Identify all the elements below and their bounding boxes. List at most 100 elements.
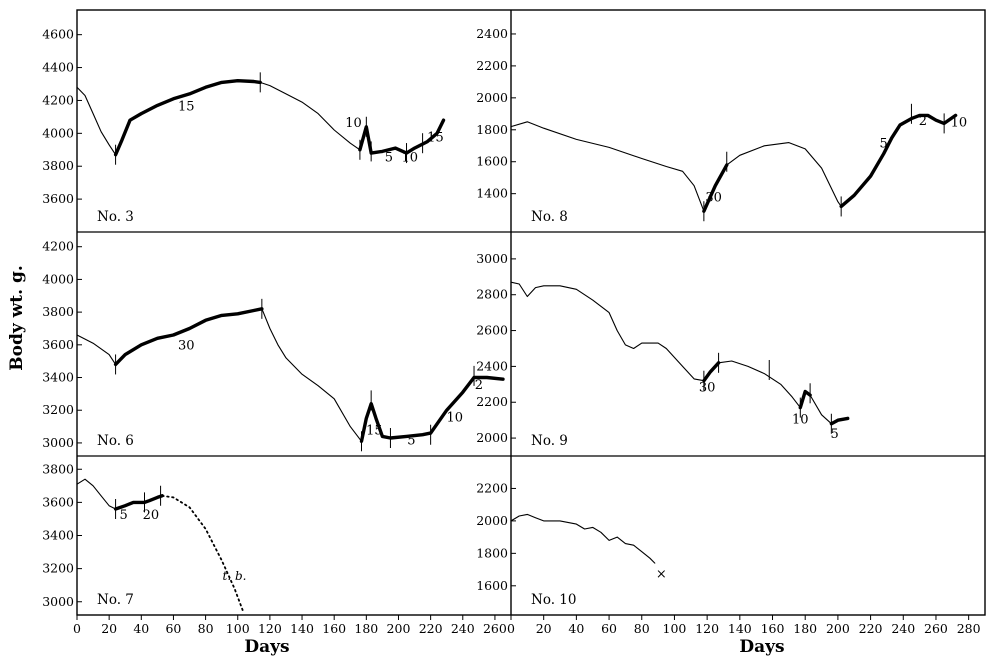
death-cross-icon: × <box>656 567 667 582</box>
segment-label: 5 <box>407 434 415 449</box>
y-tick-label: 2000 <box>476 430 508 445</box>
y-tick-label: 4600 <box>42 27 74 42</box>
y-tick-label: 2400 <box>476 358 508 373</box>
series-segment-thin <box>510 121 705 212</box>
x-tick-label-right: 100 <box>663 621 687 636</box>
x-axis-title-right: Days <box>739 637 784 657</box>
y-tick-label: 3400 <box>42 370 74 385</box>
panel-name: No. 8 <box>531 209 568 225</box>
segment-label: 5 <box>119 508 127 523</box>
x-tick-label-right: 140 <box>728 621 752 636</box>
series-segment-thin <box>510 513 656 564</box>
y-tick-label: 4200 <box>42 239 74 254</box>
series-segment-thick <box>702 361 721 383</box>
segment-label: 2 <box>919 114 927 129</box>
x-tick-label-right: 0 <box>507 621 515 636</box>
series-segment-thin <box>809 394 832 425</box>
panel-p3: 3600 3800 4000 4200 4400 4600 15 10 5 10 15 No. 3 <box>42 27 446 225</box>
x-tick-label-left: 140 <box>290 621 314 636</box>
segment-label: 5 <box>830 427 838 442</box>
x-tick-label-left: 20 <box>101 621 117 636</box>
y-tick-label: 4200 <box>42 92 74 107</box>
segment-label: 5 <box>880 136 888 151</box>
y-tick-label: 2600 <box>476 323 508 338</box>
series-segment-thin <box>718 360 801 409</box>
x-tick-label-left: 120 <box>258 621 282 636</box>
y-tick-label: 3600 <box>42 494 74 509</box>
x-tick-label-right: 20 <box>536 621 552 636</box>
series-segment-thin <box>76 478 117 510</box>
annotation-note: t. b. <box>223 569 247 583</box>
x-tick-label-right: 280 <box>957 621 981 636</box>
segment-label: 30 <box>178 339 195 354</box>
x-tick-label-right: 80 <box>634 621 650 636</box>
x-tick-label-right: 120 <box>695 621 719 636</box>
y-tick-label: 3800 <box>42 461 74 476</box>
x-tick-label-left: 260 <box>483 621 507 636</box>
y-axis-title: Body wt. g. <box>7 265 27 371</box>
y-tick-label: 2000 <box>476 90 508 105</box>
segment-label: 5 <box>385 150 393 165</box>
x-tick-label-left: 0 <box>73 621 81 636</box>
y-tick-label: 2200 <box>476 394 508 409</box>
panel-name: No. 10 <box>531 592 576 608</box>
panel-p8: 1400 1600 1800 2000 2200 2400 30 5 2 10 No. 8 <box>476 26 967 225</box>
segment-label: 15 <box>178 99 195 114</box>
panel-name: No. 3 <box>97 209 134 225</box>
series-segment-thin <box>726 142 842 207</box>
y-tick-label: 2400 <box>476 26 508 41</box>
series-segment-thin <box>261 308 363 442</box>
segment-label: 10 <box>951 116 968 131</box>
panel-name: No. 7 <box>97 592 134 608</box>
y-tick-label: 3800 <box>42 158 74 173</box>
x-axis-title-left: Days <box>244 637 289 657</box>
panel-name: No. 9 <box>531 433 568 449</box>
y-tick-label: 4000 <box>42 125 74 140</box>
y-tick-label: 2000 <box>476 513 508 528</box>
y-tick-label: 3000 <box>42 594 74 609</box>
y-tick-label: 2200 <box>476 480 508 495</box>
series-segment-thick <box>839 113 958 209</box>
x-tick-label-left: 180 <box>354 621 378 636</box>
x-tick-label-right: 40 <box>568 621 584 636</box>
series-segment-thick <box>702 163 729 213</box>
y-tick-label: 1600 <box>476 154 508 169</box>
panel-p9: 2000 2200 2400 2600 2800 3000 30 10 5 No. 9 <box>476 251 850 449</box>
panel-p10: 1600 1800 2000 2200 × No. 10 <box>476 480 667 608</box>
segment-label: 30 <box>705 191 722 206</box>
x-tick-label-left: 60 <box>165 621 181 636</box>
x-tick-label-right: 180 <box>793 621 817 636</box>
x-tick-label-left: 240 <box>451 621 475 636</box>
y-tick-label: 3200 <box>42 402 74 417</box>
segment-label: 10 <box>345 116 362 131</box>
x-tick-label-left: 160 <box>322 621 346 636</box>
segment-label: 10 <box>792 413 809 428</box>
x-tick-label-left: 220 <box>419 621 443 636</box>
series-segment-thin <box>76 86 117 156</box>
x-tick-label-left: 200 <box>387 621 411 636</box>
y-tick-label: 4000 <box>42 271 74 286</box>
y-tick-label: 4400 <box>42 60 74 75</box>
x-tick-label-left: 40 <box>133 621 149 636</box>
series-segment-thick <box>113 307 264 367</box>
y-tick-label: 3800 <box>42 304 74 319</box>
panel-name: No. 6 <box>97 433 134 449</box>
segment-label: 2 <box>475 378 483 393</box>
series-segment-thin <box>76 334 117 365</box>
y-tick-label: 2800 <box>476 287 508 302</box>
x-tick-label-right: 200 <box>826 621 850 636</box>
segment-label: 15 <box>427 131 444 146</box>
series-segment-thick <box>359 375 505 443</box>
series-segment-dotted <box>161 494 244 611</box>
y-tick-label: 3600 <box>42 191 74 206</box>
panel-p6: 3000 3200 3400 3600 3800 4000 4200 30 15 5 10 2 No. … <box>42 239 505 452</box>
segment-label: 20 <box>143 508 160 523</box>
y-tick-label: 3000 <box>476 251 508 266</box>
series-segment-thick <box>829 416 850 426</box>
plot-area: 3600 3800 4000 4200 4400 4600 15 10 5 10 15 No. 3 14… <box>42 26 967 611</box>
x-tick-label-right: 240 <box>891 621 915 636</box>
series-segment-thin <box>510 281 705 382</box>
y-tick-label: 3400 <box>42 528 74 543</box>
segment-label: 15 <box>366 424 383 439</box>
series-segment-thin <box>259 81 361 151</box>
